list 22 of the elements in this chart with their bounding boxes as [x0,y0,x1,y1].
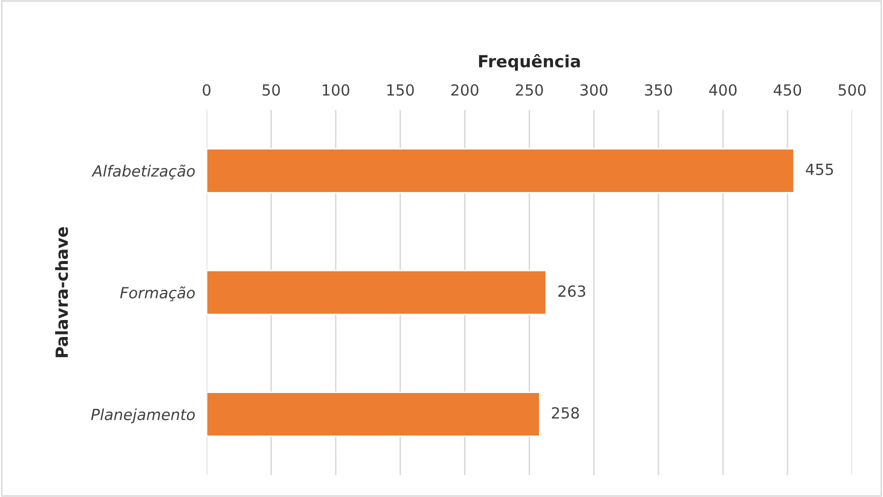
x-tick-label: 0 [202,84,210,96]
x-axis-title: Frequência [479,54,580,71]
bar [206,148,795,194]
data-label: 258 [552,407,579,419]
x-tick-label: 150 [387,84,414,96]
x-tick-label: 450 [774,84,802,96]
y-tick-label: Alfabetização [91,164,195,180]
x-tick-label: 500 [838,84,866,96]
bar [206,270,547,316]
x-tick-label: 400 [709,84,737,96]
x-tick-label: 300 [580,84,608,96]
x-tick-label: 250 [516,84,543,96]
y-tick-label: Formação [120,286,195,302]
x-tick-label: 200 [451,84,478,96]
x-tick-label: 50 [262,84,280,96]
x-tick-label: 100 [322,84,350,96]
data-label: 263 [558,285,586,297]
bar [206,392,540,437]
data-label: 455 [806,164,833,176]
x-tick-label: 350 [645,84,672,96]
y-tick-label: Planejamento [91,408,195,424]
y-axis-title: Palavra-chave [55,227,68,358]
